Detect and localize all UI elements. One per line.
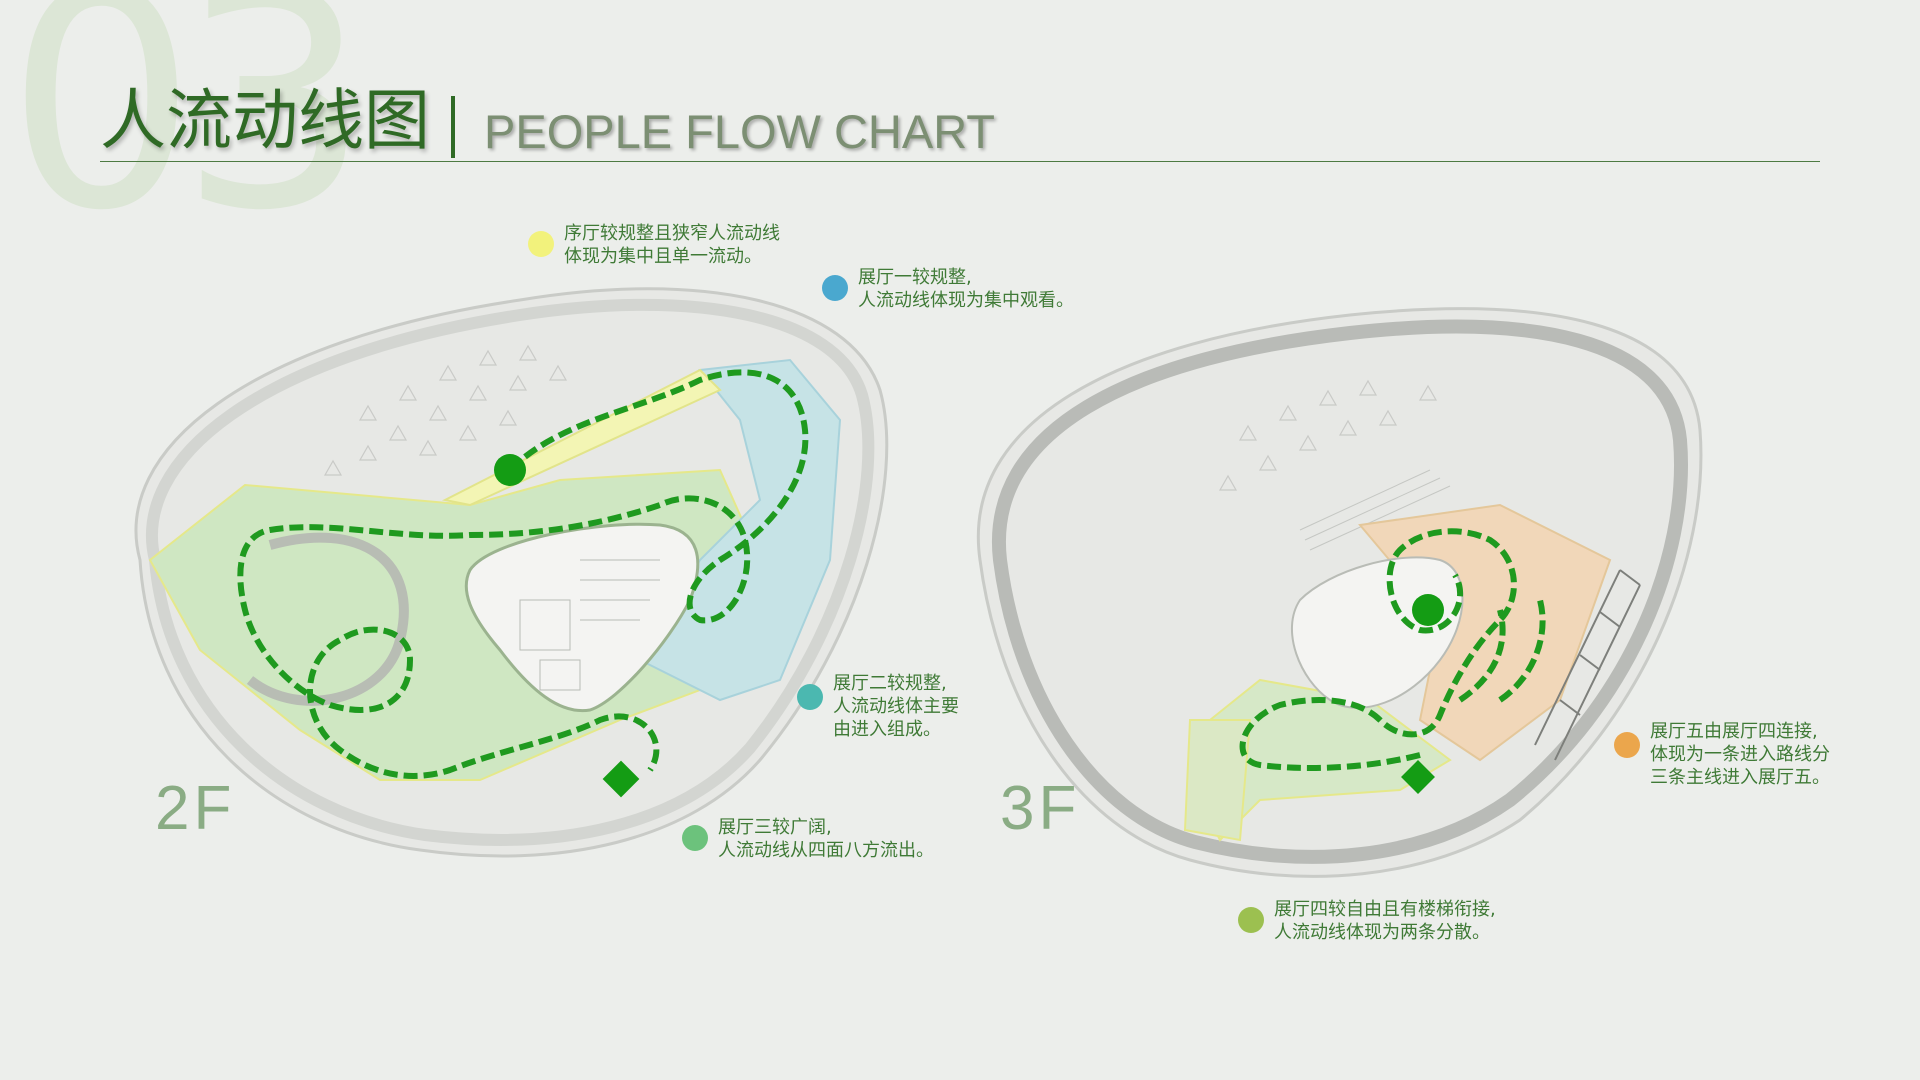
section-number: 03 — [6, 0, 370, 276]
floor-label-3f: 3F — [1000, 774, 1081, 843]
note-line: 人流动线体现为两条分散。 — [1274, 922, 1490, 943]
note-hall-5: 展厅五由展厅四连接, 体现为一条进入路线分 三条主线进入展厅五。 — [1614, 720, 1830, 789]
page-title-chinese: 人流动线图 — [100, 82, 430, 159]
hall-3-color-dot — [682, 825, 708, 851]
note-line: 人流动线从四面八方流出。 — [718, 840, 934, 861]
plan-3f — [976, 307, 1703, 878]
plan-2f — [134, 287, 889, 858]
landscape-marks-3f — [1218, 379, 1438, 491]
note-hall-4: 展厅四较自由且有楼梯衔接, 人流动线体现为两条分散。 — [1238, 898, 1496, 944]
flow-end-2f — [602, 760, 640, 798]
flow-route-2f — [237, 369, 809, 779]
title-underline — [100, 161, 1820, 162]
note-line: 体现为集中且单一流动。 — [564, 246, 762, 267]
note-line: 序厅较规整且狭窄人流动线 — [564, 223, 780, 244]
truss-3f — [1534, 569, 1641, 761]
note-line: 展厅二较规整, — [833, 673, 947, 694]
note-line: 体现为一条进入路线分 — [1650, 744, 1830, 765]
note-line: 展厅五由展厅四连接, — [1650, 721, 1818, 742]
lobby-color-dot — [528, 231, 554, 257]
note-line: 由进入组成。 — [833, 719, 941, 740]
flow-start-2f — [494, 454, 526, 486]
hall-4-color-dot — [1238, 907, 1264, 933]
note-lobby: 序厅较规整且狭窄人流动线 体现为集中且单一流动。 — [528, 222, 780, 268]
page-title-english: PEOPLE FLOW CHART — [484, 105, 996, 158]
note-line: 人流动线体主要 — [833, 696, 959, 717]
landscape-marks-2f — [323, 344, 568, 476]
note-line: 展厅四较自由且有楼梯衔接, — [1274, 899, 1496, 920]
flow-end-3f — [1401, 760, 1435, 794]
note-hall-2: 展厅二较规整, 人流动线体主要 由进入组成。 — [797, 672, 959, 741]
note-line: 人流动线体现为集中观看。 — [858, 290, 1074, 311]
note-hall-3: 展厅三较广阔, 人流动线从四面八方流出。 — [682, 816, 934, 862]
flow-route-3f — [1239, 528, 1546, 771]
note-line: 展厅三较广阔, — [718, 817, 832, 838]
floor-label-2f: 2F — [155, 774, 236, 843]
title-divider — [451, 96, 455, 158]
hall-5-color-dot — [1614, 732, 1640, 758]
note-line: 展厅一较规整, — [858, 267, 972, 288]
flow-start-3f — [1412, 594, 1444, 626]
hall-2-color-dot — [797, 684, 823, 710]
note-hall-1: 展厅一较规整, 人流动线体现为集中观看。 — [822, 266, 1074, 312]
note-line: 三条主线进入展厅五。 — [1650, 767, 1830, 788]
central-core-2f — [464, 522, 700, 713]
central-core-3f — [1291, 556, 1464, 709]
hall-1-color-dot — [822, 275, 848, 301]
